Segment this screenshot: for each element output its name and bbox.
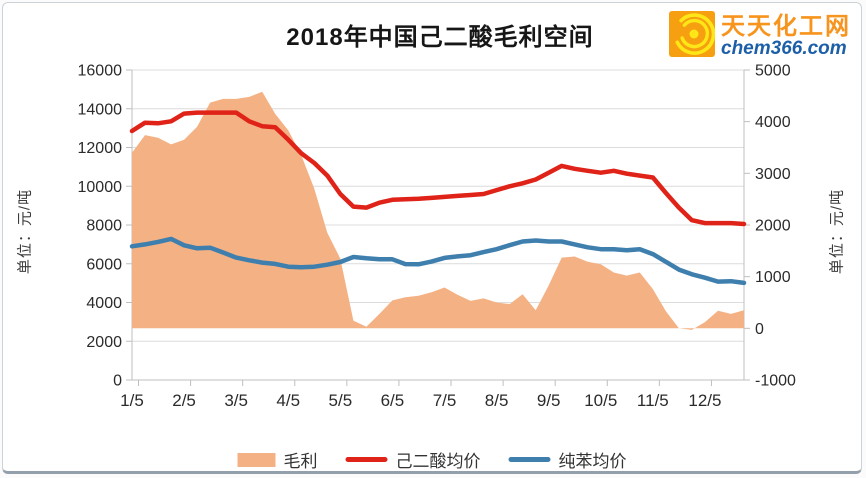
legend-item-margin: 毛利 (237, 447, 318, 471)
legend-item-benzene-price: 纯苯均价 (508, 447, 627, 471)
left-axis-tick-label: 12000 (78, 140, 123, 157)
legend-label-adipic-price: 己二酸均价 (395, 452, 481, 471)
x-axis-tick-label: 10/5 (584, 391, 617, 410)
right-axis-tick-label: 5000 (755, 63, 791, 80)
left-axis-tick-label: 10000 (78, 179, 123, 196)
x-axis-tick-label: 9/5 (537, 391, 561, 410)
x-axis-tick-label: 11/5 (637, 391, 669, 410)
brand-domain: chem366.com (721, 38, 847, 60)
x-axis-tick-label: 8/5 (485, 391, 509, 410)
chart-legend: 毛利 己二酸均价 纯苯均价 (237, 447, 627, 471)
left-axis-tick-label: 16000 (78, 63, 123, 80)
x-axis-tick-label: 1/5 (120, 391, 144, 410)
legend-item-adipic-price: 己二酸均价 (345, 447, 481, 471)
left-axis-tick-label: 8000 (86, 218, 122, 235)
line-series-1 (129, 110, 747, 227)
area-series-0 (132, 91, 744, 330)
left-axis-tick-label: 6000 (86, 256, 122, 273)
x-axis-tick-label: 6/5 (381, 391, 405, 410)
margin-area-swatch-icon (237, 452, 276, 467)
left-axis-tick-label: 14000 (78, 101, 123, 118)
swirl-logo-icon (669, 11, 716, 62)
x-axis-tick-label: 7/5 (433, 391, 457, 410)
benzene-line-swatch-icon (508, 457, 551, 462)
x-axis-tick-label: 4/5 (276, 391, 300, 410)
right-axis-tick-label: 4000 (755, 114, 791, 131)
chart-plot: 0200040006000800010000120001400016000-10… (78, 63, 797, 411)
x-axis-tick-label: 3/5 (224, 391, 248, 410)
legend-label-margin: 毛利 (283, 452, 318, 471)
right-axis-tick-label: 1000 (755, 269, 791, 286)
x-axis-tick-label: 5/5 (329, 391, 353, 410)
right-axis-tick-label: 3000 (755, 166, 791, 183)
chart-title: 2018年中国己二酸毛利空间 (286, 24, 594, 51)
brand-name: 天天化工网 (721, 12, 851, 40)
line-series-2 (129, 236, 747, 286)
legend-label-benzene-price: 纯苯均价 (558, 452, 627, 471)
right-axis-tick-label: 2000 (755, 218, 791, 235)
left-axis-tick-label: 2000 (86, 334, 122, 351)
adipic-line-swatch-icon (345, 457, 388, 462)
brand-logo: 天天化工网 chem366.com (669, 11, 851, 62)
right-axis-tick-label: 0 (755, 321, 764, 338)
left-axis-tick-label: 0 (113, 373, 122, 390)
left-axis-tick-label: 4000 (86, 295, 122, 312)
right-axis-tick-label: -1000 (755, 373, 796, 390)
x-axis-tick-label: 12/5 (688, 391, 721, 410)
x-axis-tick-label: 2/5 (172, 391, 196, 410)
